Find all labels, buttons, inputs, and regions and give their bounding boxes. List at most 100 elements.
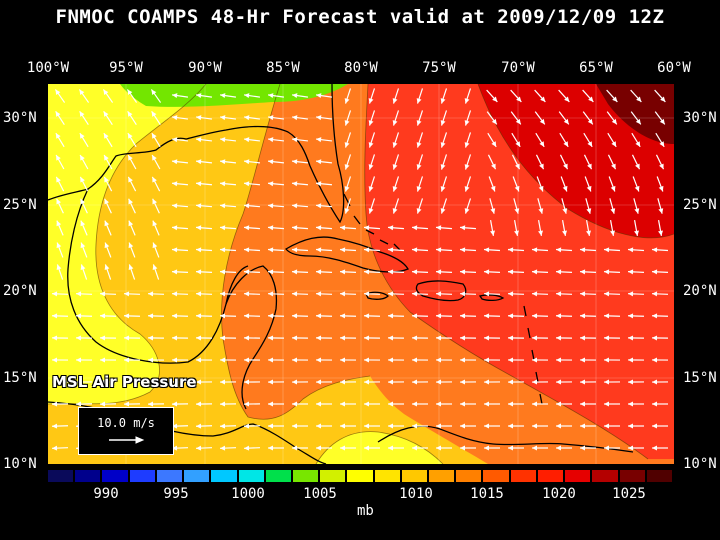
- colorbar-swatch: [265, 470, 291, 482]
- wind-vector-head: [172, 269, 178, 275]
- colorbar-swatch: [347, 470, 373, 482]
- lon-label-95w: 95°W: [109, 60, 143, 76]
- wind-vector-head: [604, 335, 610, 341]
- wind-vector-head: [172, 247, 178, 253]
- wind-vector-head: [292, 313, 298, 319]
- wind-vector-head: [128, 154, 133, 161]
- wind-vector-head: [196, 225, 202, 231]
- wind-vector-head: [508, 401, 513, 407]
- wind-vector-head: [244, 137, 250, 143]
- wind-vector-head: [436, 357, 442, 363]
- wind-vector-head: [392, 164, 398, 170]
- wind-vector-head: [100, 291, 106, 297]
- wind-vector-head: [652, 269, 658, 275]
- wind-vector-head: [563, 163, 568, 170]
- wind-vector-head: [172, 445, 178, 451]
- colorbar-units: mb: [357, 503, 374, 519]
- wind-vector-head: [484, 247, 490, 253]
- wind-vector-head: [172, 93, 178, 99]
- wind-vector-head: [364, 269, 370, 275]
- wind-vector-head: [364, 335, 370, 341]
- wind-vector-head: [128, 176, 133, 183]
- wind-vector-head: [532, 335, 538, 341]
- wind-vector-head: [244, 445, 250, 451]
- wind-vector-head: [220, 313, 226, 319]
- wind-vector-head: [268, 225, 274, 231]
- wind-vector-head: [416, 186, 422, 192]
- wind-vector-head: [652, 247, 658, 253]
- wind-vector-head: [56, 176, 61, 183]
- wind-vector-head: [100, 379, 106, 385]
- wind-vector-head: [100, 357, 106, 363]
- wind-vector-head: [172, 203, 178, 209]
- wind-vector-head: [604, 313, 610, 319]
- wind-vector-head: [196, 379, 202, 385]
- wind-vector-head: [340, 247, 346, 253]
- vector-reference-label: 10.0 m/s: [97, 416, 155, 430]
- wind-vector-head: [127, 133, 133, 139]
- wind-vector-head: [412, 291, 418, 297]
- wind-vector-head: [244, 379, 250, 385]
- wind-vector-head: [196, 93, 202, 99]
- wind-vector-head: [316, 357, 322, 363]
- wind-vector-head: [196, 335, 202, 341]
- wind-vector-head: [172, 423, 178, 429]
- lon-label-75w: 75°W: [422, 60, 456, 76]
- wind-vector-head: [412, 247, 418, 253]
- wind-vector-head: [80, 242, 86, 249]
- wind-vector-head: [586, 185, 592, 192]
- wind-vector-head: [340, 335, 346, 341]
- wind-vector-head: [388, 379, 394, 385]
- colorbar-swatch: [537, 470, 564, 482]
- wind-vector-head: [172, 225, 178, 231]
- wind-vector-head: [460, 335, 466, 341]
- wind-vector-head: [484, 269, 490, 275]
- wind-vector-head: [515, 141, 521, 147]
- wind-vector-head: [562, 208, 568, 214]
- wind-vector-head: [460, 379, 466, 385]
- wind-vector-head: [538, 208, 544, 214]
- wind-vector-head: [604, 445, 609, 451]
- colorbar-swatch: [374, 470, 400, 482]
- wind-vector-head: [268, 181, 274, 187]
- wind-vector-head: [76, 291, 82, 297]
- wind-vector-head: [220, 335, 226, 341]
- wind-vector-head: [292, 181, 298, 187]
- wind-vector-head: [340, 357, 346, 363]
- wind-vector-head: [220, 291, 226, 297]
- wind-vector-head: [104, 198, 110, 205]
- wind-vector-head: [412, 269, 418, 275]
- wind-vector-head: [392, 142, 398, 148]
- wind-vector-head: [604, 357, 610, 363]
- wind-vector-head: [52, 379, 58, 385]
- wind-vector-head: [416, 164, 422, 170]
- wind-vector-head: [460, 445, 465, 451]
- wind-vector-head: [652, 401, 657, 407]
- wind-vector-head: [508, 335, 514, 341]
- wind-vector-head: [52, 423, 58, 429]
- wind-vector-head: [368, 142, 374, 148]
- wind-vector-head: [76, 379, 82, 385]
- colorbar-swatch: [565, 470, 591, 482]
- wind-vector-head: [220, 115, 226, 121]
- wind-vector-head: [484, 291, 490, 297]
- wind-vector-head: [539, 118, 545, 125]
- wind-vector-head: [268, 423, 273, 429]
- wind-vector-head: [172, 357, 178, 363]
- wind-vector-head: [628, 313, 634, 319]
- colorbar-swatch: [75, 470, 101, 482]
- wind-vector-head: [152, 242, 158, 249]
- wind-vector-head: [364, 445, 369, 451]
- wind-vector-head: [268, 159, 274, 165]
- wind-vector-head: [580, 379, 586, 385]
- lat-label-15n-right: 15°N: [683, 370, 717, 386]
- wind-vector-head: [292, 247, 298, 253]
- cuba: [285, 236, 409, 273]
- pressure-region-1007: [120, 84, 348, 107]
- wind-vector-head: [316, 423, 321, 429]
- lat-label-20n-right: 20°N: [683, 283, 717, 299]
- wind-vector-head: [56, 198, 62, 205]
- wind-vector-head: [634, 230, 639, 236]
- wind-vector-head: [244, 423, 250, 429]
- wind-vector-head: [340, 445, 345, 451]
